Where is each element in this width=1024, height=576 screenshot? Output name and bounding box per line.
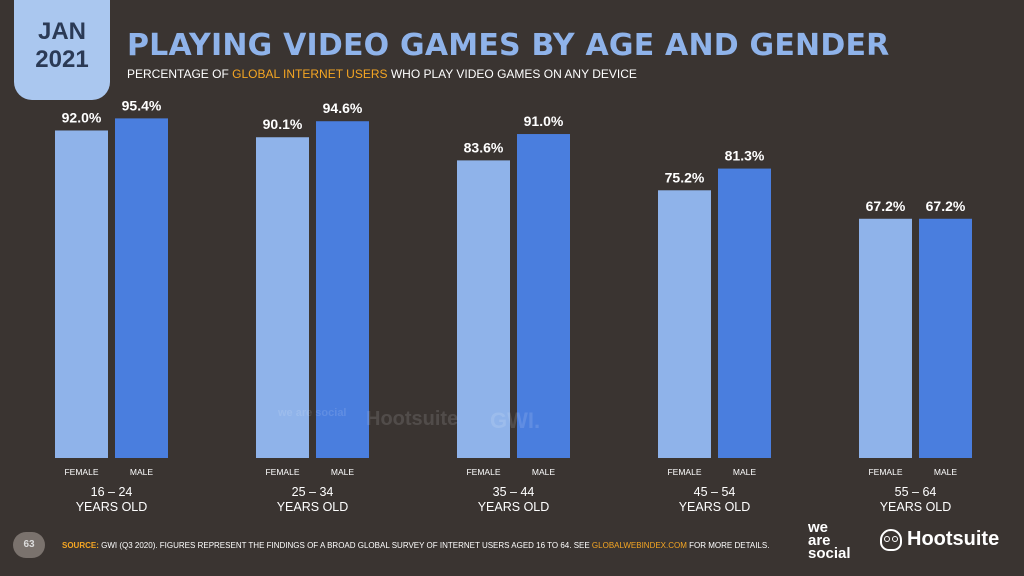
data-label: 95.4% (122, 97, 162, 113)
category-label: YEARS OLD (277, 500, 349, 514)
bar-label: FEMALE (868, 467, 902, 477)
source-link[interactable]: GLOBALWEBINDEX.COM (591, 541, 687, 550)
bar-label: FEMALE (667, 467, 701, 477)
we-are-social-logo: we are social (808, 519, 851, 562)
bar-female-2 (457, 160, 510, 458)
bar-label: MALE (934, 467, 957, 477)
data-label: 81.3% (725, 148, 765, 164)
category-label: YEARS OLD (880, 500, 952, 514)
bar-female-3 (658, 190, 711, 458)
hootsuite-logo-text: Hootsuite (907, 528, 1000, 550)
bar-label: MALE (532, 467, 555, 477)
source-end: FOR MORE DETAILS. (686, 541, 770, 550)
badge-month: JAN (37, 18, 86, 45)
bar-male-4 (919, 218, 972, 458)
bar-female-4 (859, 218, 912, 458)
page-title: PLAYING VIDEO GAMES BY AGE AND GENDER (127, 28, 890, 63)
bar-label: FEMALE (466, 467, 500, 477)
bar-male-1 (316, 121, 369, 458)
bar-female-0 (55, 130, 108, 459)
source-text: GWI (Q3 2020). FIGURES REPRESENT THE FIN… (98, 541, 592, 550)
source-footnote: SOURCE: GWI (Q3 2020). FIGURES REPRESENT… (62, 541, 769, 550)
date-badge: JAN 2021 (14, 0, 110, 100)
subtitle-post: WHO PLAY VIDEO GAMES ON ANY DEVICE (387, 67, 637, 81)
source-key: SOURCE: (62, 541, 99, 550)
data-label: 67.2% (926, 198, 966, 214)
category-label: 16 – 24 (91, 485, 133, 499)
was-line-1: we (808, 519, 829, 536)
owl-icon (880, 528, 902, 551)
was-line-3: social (808, 545, 851, 562)
category-label: 25 – 34 (292, 485, 334, 499)
subtitle-highlight: GLOBAL INTERNET USERS (232, 67, 388, 81)
bar-label: MALE (331, 467, 354, 477)
data-label: 90.1% (263, 116, 303, 132)
page-subtitle: PERCENTAGE OF GLOBAL INTERNET USERS WHO … (127, 67, 637, 81)
bar-label: FEMALE (64, 467, 98, 477)
category-label: YEARS OLD (76, 500, 148, 514)
data-label: 67.2% (866, 198, 906, 214)
bar-female-1 (256, 137, 309, 458)
subtitle-pre: PERCENTAGE OF (127, 67, 233, 81)
category-label: YEARS OLD (478, 500, 550, 514)
bar-label: FEMALE (265, 467, 299, 477)
data-label: 83.6% (464, 139, 504, 155)
bar-male-2 (517, 134, 570, 459)
category-label: 55 – 64 (895, 485, 937, 499)
category-label: 45 – 54 (694, 485, 736, 499)
badge-year: 2021 (35, 46, 89, 73)
category-label: YEARS OLD (679, 500, 751, 514)
data-label: 75.2% (665, 169, 705, 185)
data-label: 91.0% (524, 113, 564, 129)
data-label: 94.6% (323, 100, 363, 116)
was-line-2: are (808, 532, 831, 549)
page-number: 63 (13, 532, 45, 558)
hootsuite-logo: Hootsuite (880, 528, 999, 551)
data-label: 92.0% (62, 109, 102, 125)
bar-male-0 (115, 118, 168, 458)
bar-male-3 (718, 168, 771, 458)
category-label: 35 – 44 (493, 485, 535, 499)
bar-label: MALE (130, 467, 153, 477)
bar-label: MALE (733, 467, 756, 477)
